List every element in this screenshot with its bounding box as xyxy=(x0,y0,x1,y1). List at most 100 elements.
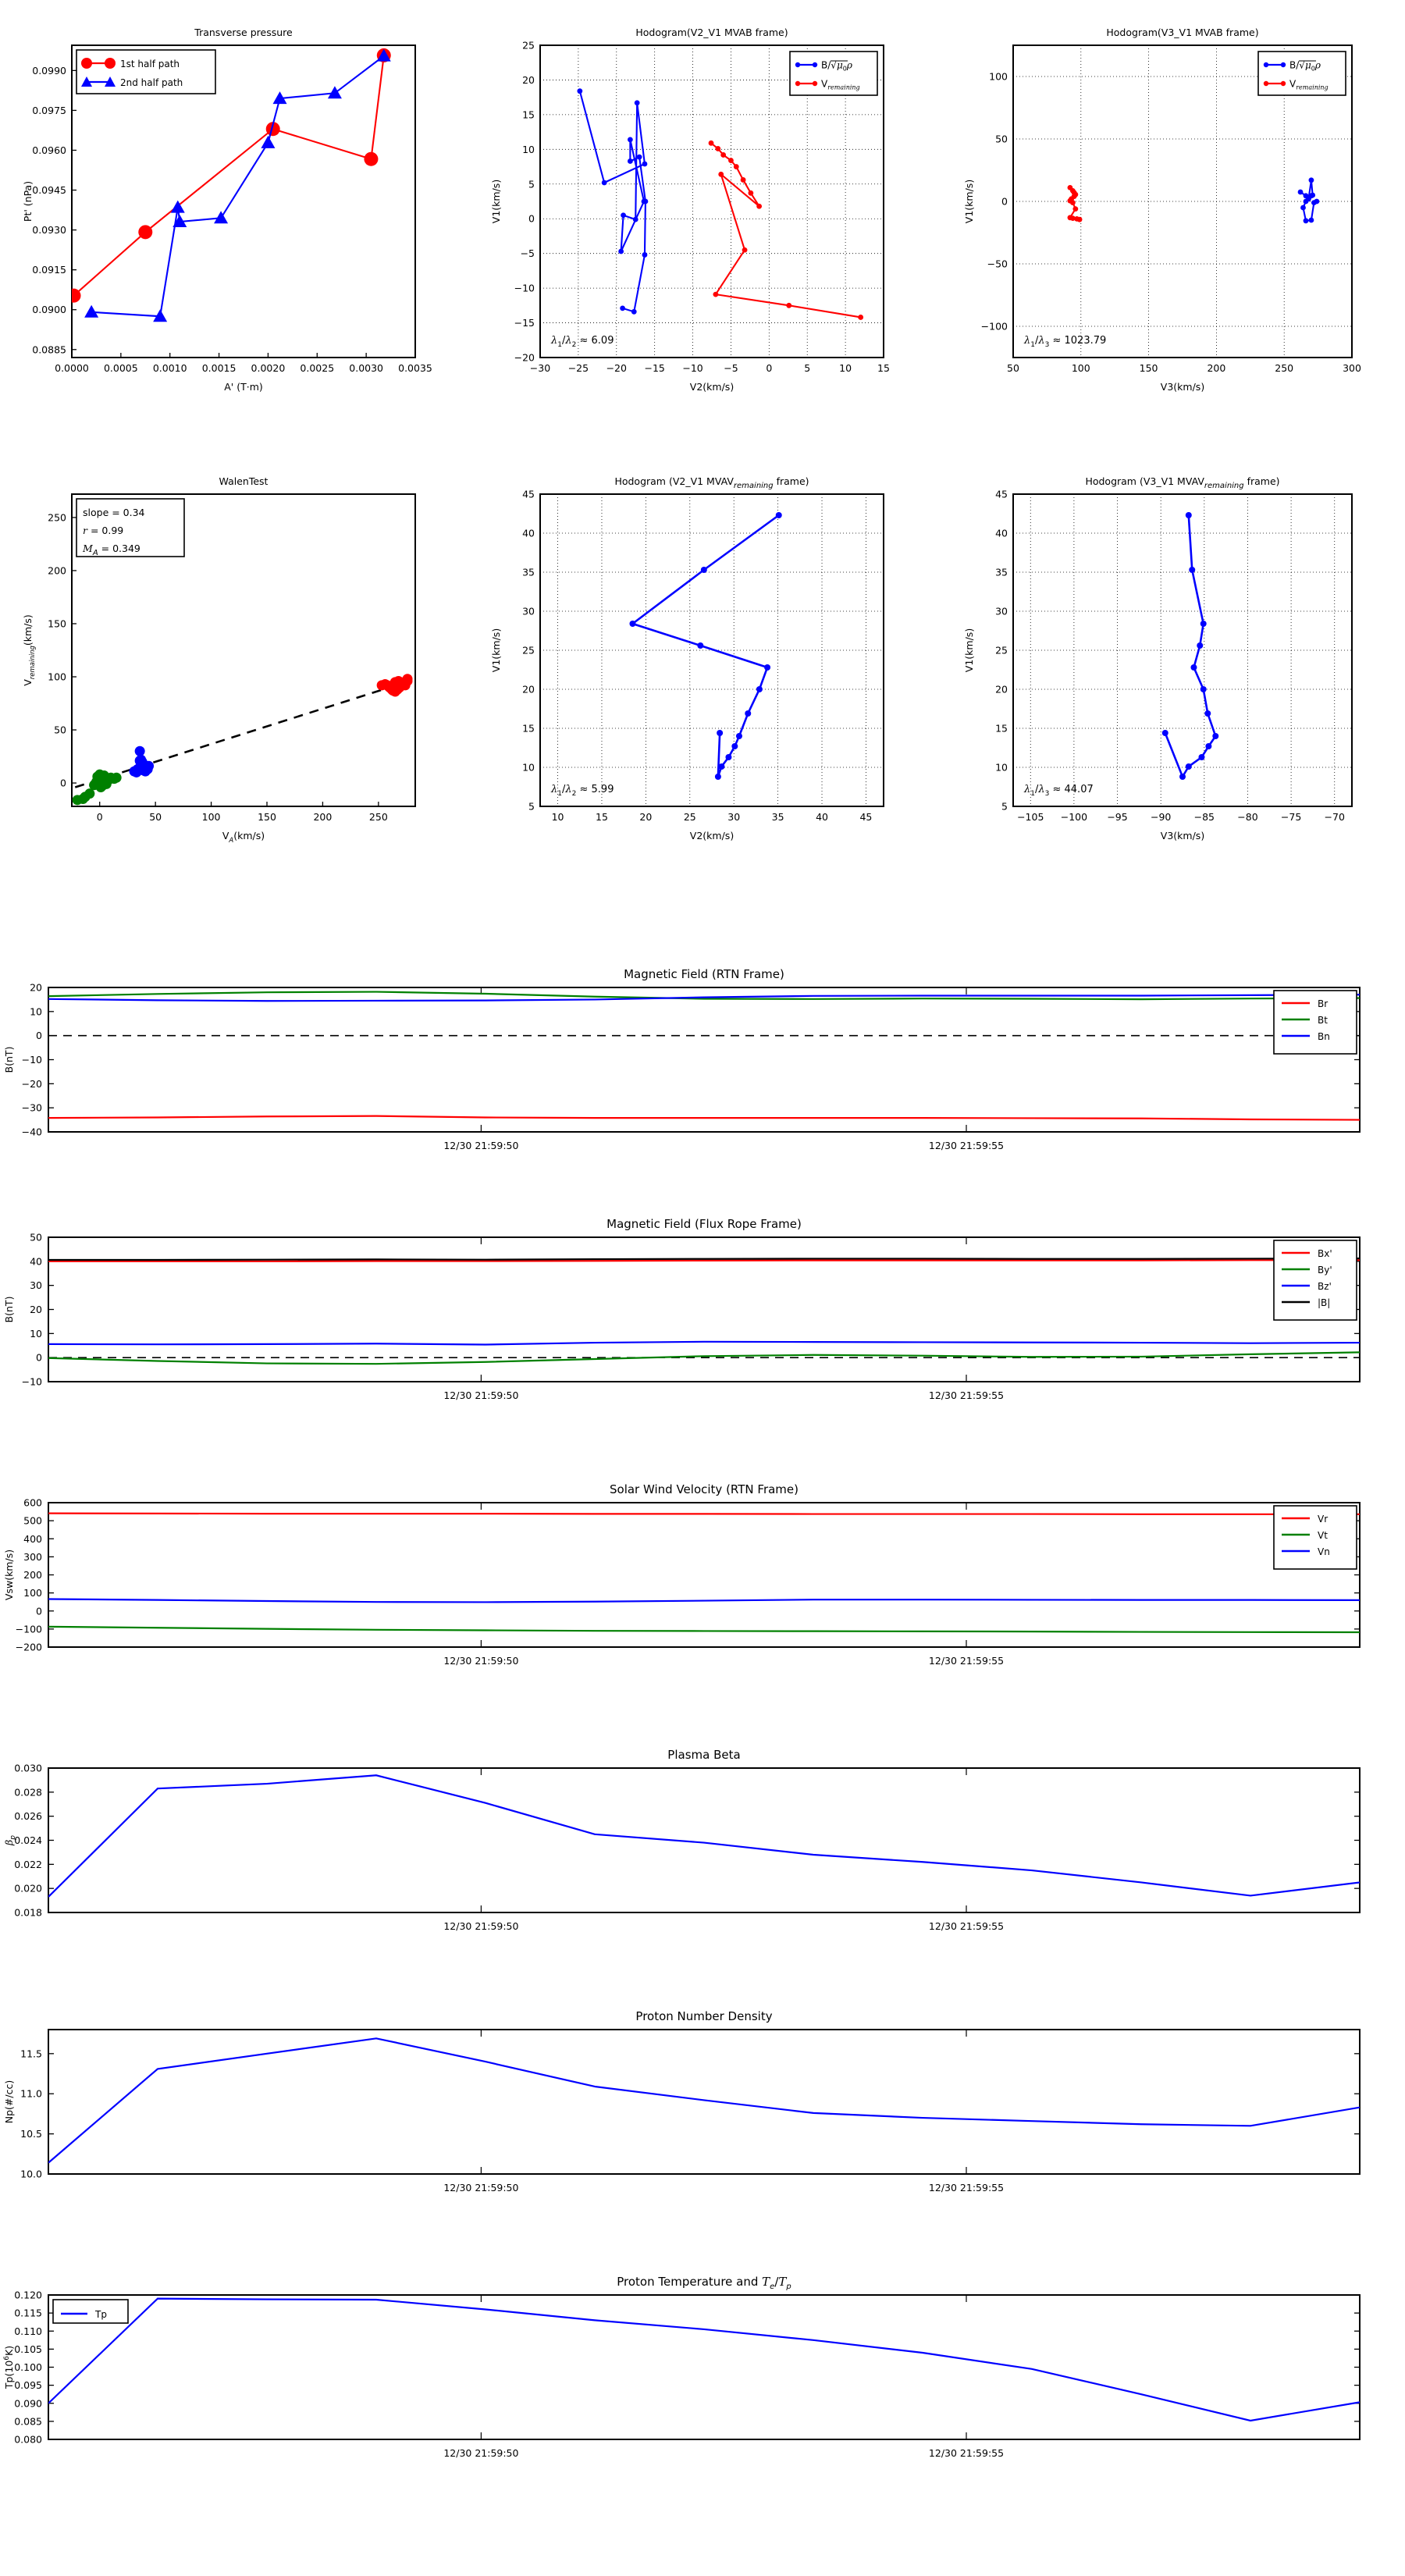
svg-text:0: 0 xyxy=(36,1352,42,1364)
panel-hodogram-v3v1-mvav: Hodogram (V3_V1 MVAVremaining frame) −105… xyxy=(944,463,1405,912)
svg-text:200: 200 xyxy=(313,811,332,823)
data-point xyxy=(142,763,153,774)
svg-text:40: 40 xyxy=(30,1255,42,1267)
svg-text:25: 25 xyxy=(522,40,535,52)
svg-text:25: 25 xyxy=(995,645,1008,656)
svg-text:300: 300 xyxy=(23,1551,42,1563)
legend-box xyxy=(76,49,216,94)
data-point xyxy=(715,146,721,151)
y-axis-label: Vremaining(km/s) xyxy=(22,614,37,686)
data-point xyxy=(1200,686,1207,692)
svg-text:10: 10 xyxy=(30,1005,42,1017)
stats-box xyxy=(76,498,185,557)
legend-label: B/√μ0ρ xyxy=(821,60,852,73)
legend-label: Bx' xyxy=(1318,1248,1332,1259)
svg-text:−5: −5 xyxy=(724,362,738,374)
svg-text:0.0915: 0.0915 xyxy=(32,264,66,276)
svg-text:−20: −20 xyxy=(606,362,627,374)
panel-proton-temperature: Proton Temperature and Te/Tp 0.080 0.085 0.… xyxy=(0,2264,1405,2482)
svg-text:10: 10 xyxy=(552,811,564,823)
svg-text:15: 15 xyxy=(877,362,890,374)
data-point xyxy=(214,211,229,224)
svg-text:30: 30 xyxy=(30,1279,42,1291)
data-point xyxy=(577,88,583,94)
svg-text:50: 50 xyxy=(995,133,1008,145)
panel-magnetic-field-fluxrope: Magnetic Field (Flux Rope Frame) −10 0 10 20… xyxy=(0,1206,1405,1425)
data-point xyxy=(1197,642,1204,649)
legend-label: Vremaining xyxy=(821,79,860,91)
data-point xyxy=(327,86,342,99)
svg-text:20: 20 xyxy=(30,982,42,994)
svg-text:0.0990: 0.0990 xyxy=(32,65,66,76)
y-axis-label: B(nT) xyxy=(3,1297,15,1323)
svg-text:0: 0 xyxy=(97,811,103,823)
data-point xyxy=(1308,217,1314,223)
data-point xyxy=(1189,567,1196,573)
legend-label: Vr xyxy=(1318,1514,1328,1525)
data-point xyxy=(756,203,763,209)
panel-title: Plasma Beta xyxy=(667,1748,740,1762)
data-point xyxy=(858,315,864,320)
data-point xyxy=(725,754,732,760)
plot-frame xyxy=(48,987,1361,1133)
series-line xyxy=(48,1115,1360,1121)
svg-text:10: 10 xyxy=(995,762,1008,774)
data-point xyxy=(72,288,81,303)
data-point xyxy=(153,309,168,322)
data-point xyxy=(697,642,704,649)
data-point xyxy=(1198,754,1205,760)
svg-text:−20: −20 xyxy=(514,352,535,364)
svg-text:100: 100 xyxy=(23,1587,42,1599)
data-point xyxy=(1303,218,1309,224)
data-point xyxy=(629,621,636,627)
lambda-ratio-annotation: λ1/λ3 ≈ 1023.79 xyxy=(1023,335,1106,349)
series-line xyxy=(48,991,1360,1001)
legend-label: B/√μ0ρ xyxy=(1289,60,1321,73)
svg-text:0.095: 0.095 xyxy=(14,2379,42,2391)
series-line xyxy=(48,1258,1360,1261)
svg-text:50: 50 xyxy=(1007,362,1019,374)
data-point xyxy=(1204,710,1211,717)
panel-walen-test: WalenTest 0 50 100 150 200 250 0 50 100 150 200 250 V… xyxy=(8,463,476,912)
svg-text:0: 0 xyxy=(1001,196,1008,208)
svg-text:−15: −15 xyxy=(644,362,664,374)
svg-text:5: 5 xyxy=(804,362,810,374)
svg-text:−70: −70 xyxy=(1325,811,1345,823)
series-line xyxy=(48,1259,1360,1262)
data-point xyxy=(642,198,649,205)
y-axis-label: V1(km/s) xyxy=(963,180,975,223)
svg-text:5: 5 xyxy=(1001,801,1008,813)
plot-frame xyxy=(539,44,884,358)
svg-text:0.085: 0.085 xyxy=(14,2415,42,2427)
svg-text:20: 20 xyxy=(522,74,535,86)
svg-text:−40: −40 xyxy=(22,1126,42,1138)
svg-text:0.110: 0.110 xyxy=(14,2325,42,2337)
svg-text:30: 30 xyxy=(522,606,535,617)
x-axis-label: VA(km/s) xyxy=(222,830,265,845)
time-tick-label: 12/30 21:59:55 xyxy=(929,1655,1004,1667)
data-point xyxy=(621,212,626,219)
y-axis-label: V1(km/s) xyxy=(490,628,502,672)
svg-text:0.020: 0.020 xyxy=(14,1883,42,1895)
data-point xyxy=(714,774,721,780)
data-point xyxy=(261,135,276,148)
series-line xyxy=(48,1340,1360,1346)
data-point xyxy=(1069,215,1076,221)
svg-text:10: 10 xyxy=(30,1328,42,1340)
svg-text:−75: −75 xyxy=(1281,811,1301,823)
svg-text:0.022: 0.022 xyxy=(14,1859,42,1870)
svg-text:15: 15 xyxy=(522,723,535,735)
svg-text:−10: −10 xyxy=(22,1054,42,1066)
data-point xyxy=(1314,198,1320,205)
panel-title: Hodogram (V3_V1 MVAVremaining frame) xyxy=(1085,475,1279,490)
data-point xyxy=(636,154,642,160)
plot-frame xyxy=(48,2029,1361,2175)
svg-text:0.028: 0.028 xyxy=(14,1786,42,1798)
data-point xyxy=(764,664,771,671)
time-tick-label: 12/30 21:59:50 xyxy=(443,1140,518,1151)
svg-text:45: 45 xyxy=(522,489,535,500)
legend-label: Vt xyxy=(1318,1530,1328,1541)
svg-text:−200: −200 xyxy=(16,1642,42,1653)
data-point xyxy=(98,780,108,791)
svg-text:−85: −85 xyxy=(1194,811,1215,823)
